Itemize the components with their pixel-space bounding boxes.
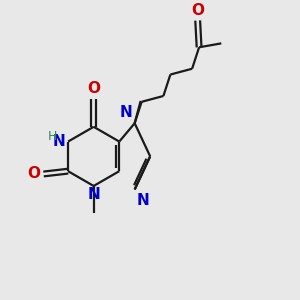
Text: N: N xyxy=(87,188,100,202)
Text: H: H xyxy=(48,130,57,143)
Text: N: N xyxy=(137,193,150,208)
Text: O: O xyxy=(27,167,40,182)
Text: N: N xyxy=(120,105,132,120)
Text: O: O xyxy=(87,81,100,96)
Text: N: N xyxy=(53,134,66,149)
Text: O: O xyxy=(191,3,204,18)
